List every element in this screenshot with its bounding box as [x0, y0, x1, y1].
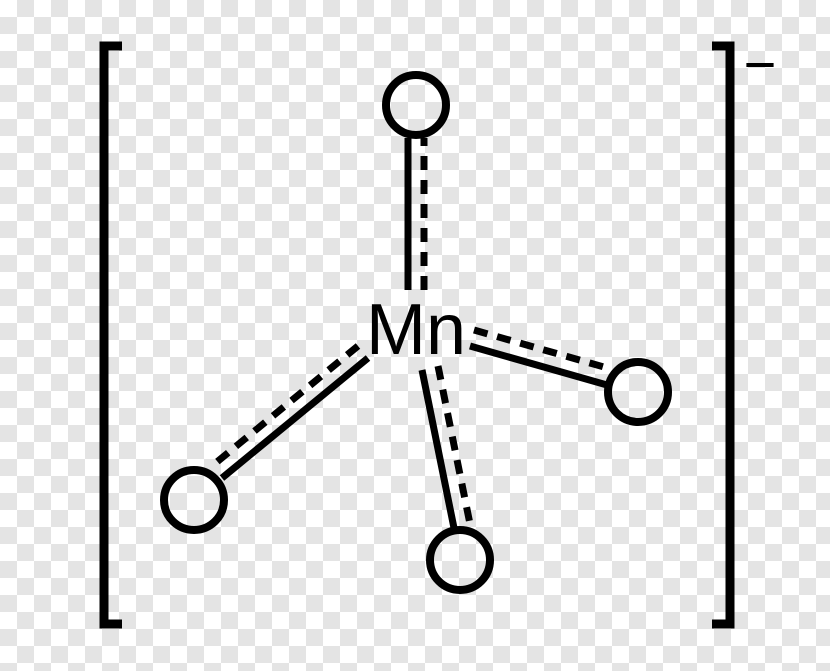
charge-label: −: [744, 33, 777, 96]
center-atom-label: Mn: [366, 290, 466, 370]
structure-svg: Mn −: [0, 0, 830, 671]
bond-dashed: [438, 366, 470, 524]
bond-dashed: [212, 346, 358, 466]
bracket-left: [104, 46, 122, 624]
canvas: { "diagram": { "type": "chemical-structu…: [0, 0, 830, 671]
oxygen-atom: [164, 470, 224, 530]
oxygen-atom: [430, 530, 490, 590]
oxygen-atom: [386, 75, 446, 135]
oxygen-atom: [608, 362, 668, 422]
bond-solid: [222, 358, 368, 478]
bracket-right: [712, 46, 730, 624]
bond-solid: [470, 346, 607, 385]
bond-solid: [422, 370, 454, 528]
